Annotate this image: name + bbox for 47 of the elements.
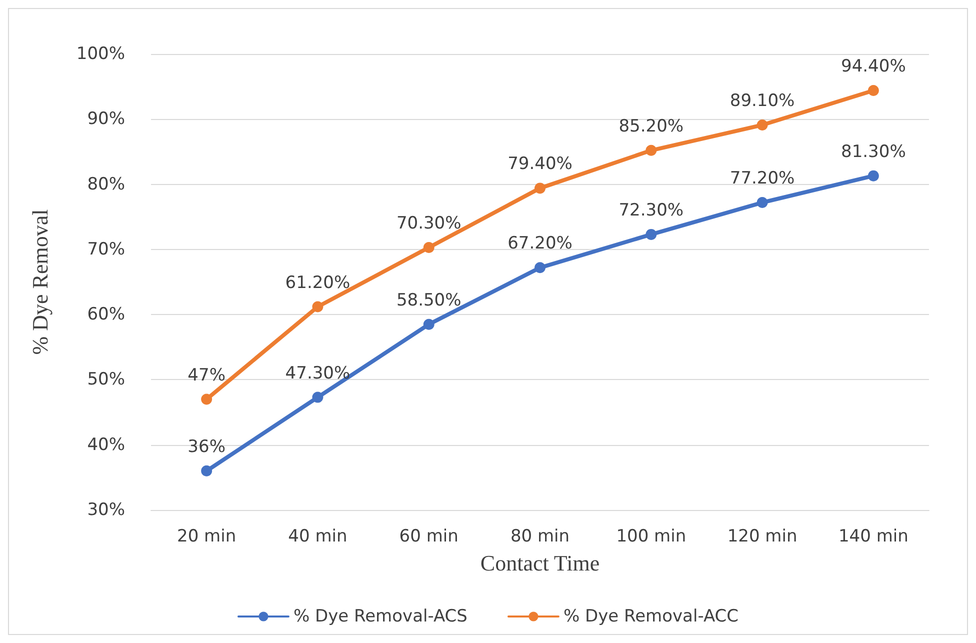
data-label: 61.20% — [285, 272, 350, 293]
data-label: 72.30% — [618, 200, 684, 220]
data-label: 89.10% — [730, 91, 795, 112]
point — [201, 394, 212, 405]
data-label: 70.30% — [396, 213, 462, 234]
data-label: 77.20% — [730, 168, 795, 189]
x-tick-label: 100 min — [616, 526, 686, 546]
point — [756, 120, 768, 131]
point — [423, 318, 434, 330]
point — [646, 228, 657, 240]
y-tick-label: 50% — [87, 370, 125, 390]
x-tick-label: 120 min — [727, 526, 798, 546]
y-tick-label: 70% — [87, 239, 125, 260]
y-tick-label: 60% — [87, 304, 125, 325]
x-tick-label: 140 min — [838, 526, 908, 546]
x-tick-label: 20 min — [177, 526, 236, 546]
data-label: 47% — [188, 365, 226, 386]
point — [201, 465, 212, 476]
x-tick-label: 80 min — [510, 526, 570, 546]
point — [312, 301, 324, 312]
data-label: 81.30% — [841, 142, 906, 162]
data-label: 85.20% — [618, 116, 684, 136]
data-label: 67.20% — [508, 234, 572, 254]
legend-label: % Dye Removal-ACS — [293, 606, 468, 626]
x-axis-title: Contact Time — [480, 550, 600, 576]
y-axis-title: % Dye Removal — [28, 209, 52, 355]
y-tick-label: 80% — [87, 174, 125, 194]
data-label: 94.40% — [841, 56, 906, 76]
y-tick-label: 100% — [76, 44, 125, 64]
point — [756, 197, 768, 208]
data-label: 79.40% — [508, 154, 572, 174]
x-tick-label: 60 min — [399, 526, 458, 546]
y-tick-label: 30% — [87, 500, 125, 520]
point — [868, 84, 879, 96]
data-label: 36% — [188, 436, 226, 457]
point — [423, 242, 434, 253]
point — [534, 262, 546, 274]
y-tick-label: 40% — [87, 434, 125, 455]
point — [312, 392, 324, 403]
point — [646, 144, 657, 156]
y-tick-label: 90% — [87, 109, 125, 130]
data-label: 58.50% — [396, 290, 462, 310]
point — [868, 170, 879, 182]
point — [534, 182, 546, 194]
legend-label: % Dye Removal-ACC — [563, 606, 739, 626]
x-tick-label: 40 min — [288, 526, 348, 546]
data-label: 47.30% — [285, 363, 350, 384]
